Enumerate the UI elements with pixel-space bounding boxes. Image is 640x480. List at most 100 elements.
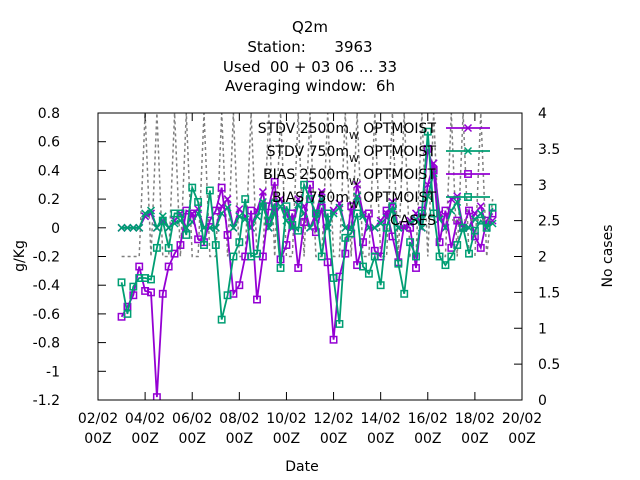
legend-label: STDV 750mW OPTMOIST xyxy=(267,144,437,165)
legend-swatch-marker xyxy=(464,193,472,201)
series-2-point xyxy=(158,289,167,298)
series-2-point xyxy=(247,206,256,215)
series-3-point xyxy=(329,274,338,282)
series-1-point xyxy=(146,206,156,215)
legend-suffix: OPTMOIST xyxy=(359,121,437,137)
marker-stroke xyxy=(429,159,438,168)
y-tick-label: -1 xyxy=(46,364,60,380)
series-3-point xyxy=(394,259,403,268)
title-line-1: Q2m xyxy=(292,18,328,36)
series-2-point xyxy=(152,393,161,400)
y2-tick-label: 2.5 xyxy=(538,214,560,230)
x-tick-label: 08/02 xyxy=(219,411,259,427)
marker-stroke xyxy=(117,223,126,232)
marker-stroke xyxy=(353,180,362,189)
series-line-2 xyxy=(120,148,494,398)
x-tick-label: 12/02 xyxy=(313,411,353,427)
series-2-point xyxy=(423,144,432,153)
series-1-point xyxy=(317,195,326,204)
series-2-point xyxy=(465,206,473,215)
series-1-point xyxy=(117,223,126,232)
legend-name: BIAS 2500m xyxy=(263,167,349,183)
marker-stroke xyxy=(294,200,303,209)
marker-stroke xyxy=(423,180,432,189)
legend-suffix: OPTMOIST xyxy=(359,167,437,183)
x-tick-sublabel: 00Z xyxy=(508,431,535,447)
series-1-point xyxy=(141,209,150,218)
series-1-point xyxy=(229,223,238,232)
series-3-point xyxy=(482,223,491,232)
series-0-point xyxy=(353,180,362,189)
series-3-point xyxy=(211,241,220,249)
x-tick-sublabel: 00Z xyxy=(179,431,206,447)
series-3-point xyxy=(453,241,462,249)
series-3-point xyxy=(470,226,479,235)
series-3-point xyxy=(217,315,226,324)
series-3-point xyxy=(459,223,468,232)
y-tick-label: -1.2 xyxy=(33,393,60,409)
series-2-point xyxy=(329,335,338,344)
series-2-point xyxy=(253,295,261,304)
series-3-point xyxy=(117,278,126,287)
series-3-point xyxy=(258,202,267,211)
x-tick-sublabel: 00Z xyxy=(226,431,253,447)
series-2-point xyxy=(135,262,144,271)
x-tick-sublabel: 00Z xyxy=(131,431,158,447)
legend-swatch-marker xyxy=(463,146,473,156)
series-3-point xyxy=(406,238,415,247)
series-1-point xyxy=(158,212,167,221)
series-0-point xyxy=(317,187,326,196)
series-2-point xyxy=(147,288,155,297)
marker-stroke xyxy=(158,212,167,221)
series-3-point xyxy=(270,199,279,208)
legend-swatch-marker xyxy=(463,123,473,133)
series-0-point xyxy=(223,195,232,204)
series-3-point xyxy=(158,216,167,225)
series-1-point xyxy=(129,223,138,232)
series-2-point xyxy=(294,264,303,272)
series-3-point xyxy=(294,226,303,235)
series-3-point xyxy=(164,243,173,252)
legend-subscript: W xyxy=(349,154,359,165)
series-2-point xyxy=(129,291,138,300)
axes-layer: -1.2 -1 -0.8 -0.6 -0.4 -0.2 0 0.2 0.4 0.6 0.8 0 0.5 1… xyxy=(33,106,561,447)
y2-tick-label: 1.5 xyxy=(538,285,560,301)
marker-stroke xyxy=(252,212,262,221)
series-3-point xyxy=(347,229,356,238)
series-2-point xyxy=(300,218,309,227)
marker-stroke xyxy=(141,209,150,218)
x-tick-label: 14/02 xyxy=(360,411,400,427)
series-2-point xyxy=(317,203,326,212)
series-layer xyxy=(117,113,497,400)
y-axis-label: g/Kg xyxy=(12,240,28,272)
series-1-point xyxy=(335,203,344,212)
series-2-point xyxy=(235,281,244,290)
series-3-point xyxy=(129,282,138,291)
series-3-point xyxy=(376,281,385,290)
x-tick-label: 20/02 xyxy=(502,411,542,427)
marker-stroke xyxy=(235,212,244,221)
marker-stroke xyxy=(463,123,473,133)
series-2-point xyxy=(223,231,232,239)
legend-label: BIAS 2500mW OPTMOIST xyxy=(263,167,436,188)
legend-label: BIAS 750mW OPTMOIST xyxy=(272,190,436,211)
legend-subscript: W xyxy=(349,200,359,211)
chart-title: Q2m Station: 3963 Used 00 + 03 06 ... 33… xyxy=(223,18,397,95)
marker-stroke xyxy=(146,209,156,218)
series-2-point xyxy=(441,206,450,215)
y-tick-label: 0.4 xyxy=(38,163,60,179)
series-2-point xyxy=(217,183,226,192)
series-3-point xyxy=(341,233,350,242)
series-3-point xyxy=(194,198,203,206)
series-0-point xyxy=(258,187,267,196)
series-3-point xyxy=(364,269,373,278)
y-tick-label: 0 xyxy=(51,221,60,237)
marker-stroke xyxy=(152,223,161,232)
series-line-3 xyxy=(120,131,494,325)
x-tick-sublabel: 00Z xyxy=(367,431,394,447)
series-0-point xyxy=(388,197,397,207)
series-1-point xyxy=(476,209,485,218)
series-3-point xyxy=(288,220,297,229)
series-3-point xyxy=(253,249,261,258)
